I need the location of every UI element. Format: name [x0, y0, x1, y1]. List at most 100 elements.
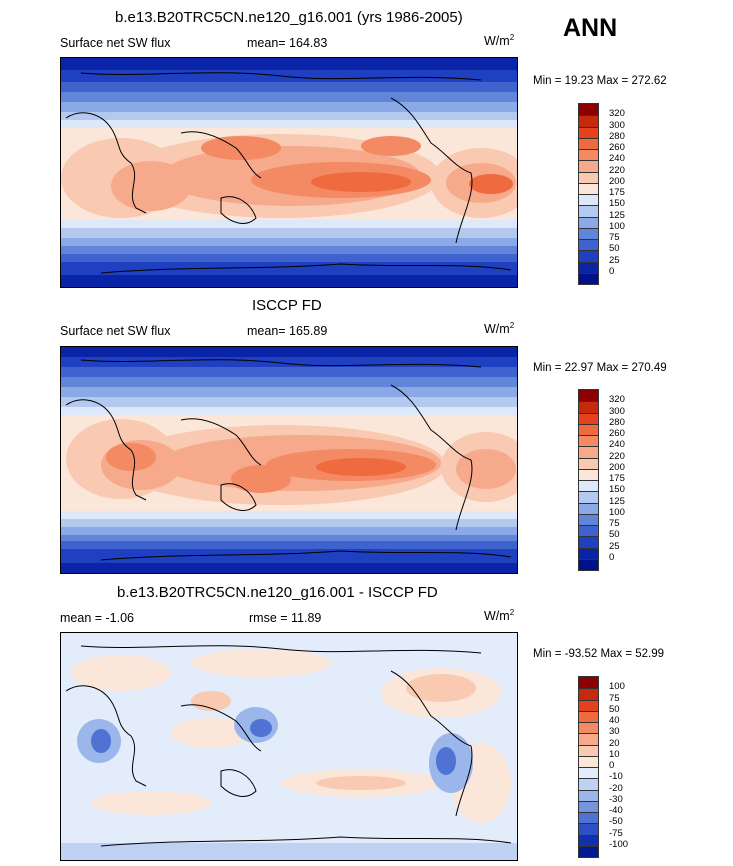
- colorbar-cell: [579, 767, 598, 779]
- variable-label: Surface net SW flux: [60, 36, 171, 50]
- map-field: [61, 347, 517, 573]
- mean-label: mean= 164.83: [247, 36, 328, 50]
- colorbar-cell: [579, 194, 598, 206]
- colorbar-tick-label: 25: [609, 254, 620, 266]
- colorbar-cell: [579, 525, 598, 537]
- colorbar-cell: [579, 688, 598, 700]
- colorbar-tick-label: 125: [609, 495, 625, 507]
- colorbar-tick-label: 220: [609, 164, 625, 176]
- colorbar-cell: [579, 390, 598, 402]
- colorbar-tick-label: 50: [609, 703, 620, 715]
- colorbar-cell: [579, 115, 598, 127]
- minmax-label: Min = 19.23 Max = 272.62: [533, 75, 667, 87]
- colorbar-cell: [579, 812, 598, 824]
- panel-title: ISCCP FD: [252, 297, 322, 314]
- colorbar-tick-label: 300: [609, 119, 625, 131]
- colorbar-cell: [579, 412, 598, 424]
- colorbar-cell: [579, 834, 598, 846]
- colorbar-tick-label: 75: [609, 518, 620, 529]
- colorbar-cell: [579, 446, 598, 458]
- colorbar-cell: [579, 149, 598, 161]
- colorbar-cell: [579, 744, 598, 756]
- colorbar-tick-label: 125: [609, 209, 625, 221]
- colorbar-tick-label: 0: [609, 551, 615, 563]
- colorbar-cell: [579, 468, 598, 480]
- map-plot: [60, 346, 518, 574]
- colorbar-cell: [579, 536, 598, 548]
- map-plot: [60, 57, 518, 288]
- colorbar-tick-label: 200: [609, 461, 625, 473]
- colorbar-tick-label: 75: [609, 692, 620, 704]
- colorbar-tick-label: 320: [609, 108, 625, 120]
- colorbar-tick-label: -10: [609, 771, 623, 783]
- colorbar-cell: [579, 710, 598, 722]
- units-label: W/m2: [484, 33, 515, 49]
- colorbar-tick-label: 200: [609, 175, 625, 187]
- colorbar-tick-label: 320: [609, 394, 625, 406]
- colorbar-cell: [579, 789, 598, 801]
- colorbar-tick-label: -50: [609, 816, 623, 828]
- colorbar-cell: [579, 250, 598, 262]
- colorbar-cell: [579, 227, 598, 239]
- minmax-label: Min = -93.52 Max = 52.99: [533, 648, 665, 660]
- colorbar-tick-label: 75: [609, 232, 620, 243]
- colorbar-tick-label: 10: [609, 748, 620, 760]
- colorbar-cell: [579, 435, 598, 447]
- colorbar-tick-label: 50: [609, 529, 620, 541]
- colorbar-tick-label: 220: [609, 450, 625, 462]
- colorbar-tick-label: 100: [609, 220, 625, 232]
- colorbar-cell: [579, 722, 598, 734]
- map-field: [61, 58, 517, 287]
- colorbar-cell: [579, 547, 598, 559]
- colorbar-cell: [579, 513, 598, 525]
- colorbar-tick-label: -75: [609, 827, 623, 839]
- colorbar-tick-label: 240: [609, 153, 625, 165]
- colorbar-tick-label: 280: [609, 416, 625, 428]
- colorbar-cell: [579, 205, 598, 217]
- season-label: ANN: [563, 14, 618, 42]
- colorbar-tick-label: 0: [609, 760, 615, 771]
- colorbar-tick-label: 240: [609, 439, 625, 451]
- colorbar-tick-label: 150: [609, 484, 625, 496]
- variable-label: Surface net SW flux: [60, 324, 171, 338]
- colorbar-cell: [579, 755, 598, 767]
- colorbar-tick-label: 20: [609, 737, 620, 749]
- colorbar-cell: [579, 457, 598, 469]
- colorbar-cell: [579, 239, 598, 251]
- colorbar-tick-label: 30: [609, 726, 620, 738]
- colorbar-cell: [579, 733, 598, 745]
- colorbar-tick-label: 175: [609, 473, 625, 484]
- colorbar-tick-label: 280: [609, 130, 625, 142]
- colorbar: [578, 103, 599, 285]
- colorbar-cell: [579, 160, 598, 172]
- colorbar-tick-label: 260: [609, 142, 625, 153]
- colorbar-tick-label: 260: [609, 428, 625, 439]
- colorbar-tick-label: 25: [609, 540, 620, 552]
- colorbar-cell: [579, 401, 598, 413]
- colorbar-cell: [579, 272, 598, 284]
- colorbar-cell: [579, 182, 598, 194]
- colorbar-tick-label: -30: [609, 793, 623, 805]
- colorbar-tick-label: -40: [609, 805, 623, 816]
- colorbar-tick-label: 40: [609, 715, 620, 726]
- colorbar-tick-label: 175: [609, 187, 625, 198]
- colorbar-tick-label: 150: [609, 198, 625, 210]
- colorbar-tick-label: 100: [609, 681, 625, 693]
- colorbar-cell: [579, 137, 598, 149]
- colorbar-cell: [579, 800, 598, 812]
- colorbar-cell: [579, 778, 598, 790]
- minmax-label: Min = 22.97 Max = 270.49: [533, 362, 667, 374]
- mean-label: mean= 165.89: [247, 324, 328, 338]
- colorbar-cell: [579, 558, 598, 570]
- units-label: W/m2: [484, 608, 515, 624]
- mean-label: mean = -1.06: [60, 611, 135, 625]
- colorbar-cell: [579, 823, 598, 835]
- colorbar-tick-label: -100: [609, 838, 629, 850]
- colorbar-cell: [579, 502, 598, 514]
- colorbar-tick-label: 300: [609, 405, 625, 417]
- colorbar-cell: [579, 491, 598, 503]
- map-plot: [60, 632, 518, 861]
- colorbar-cell: [579, 845, 598, 857]
- colorbar: [578, 389, 599, 571]
- colorbar-cell: [579, 423, 598, 435]
